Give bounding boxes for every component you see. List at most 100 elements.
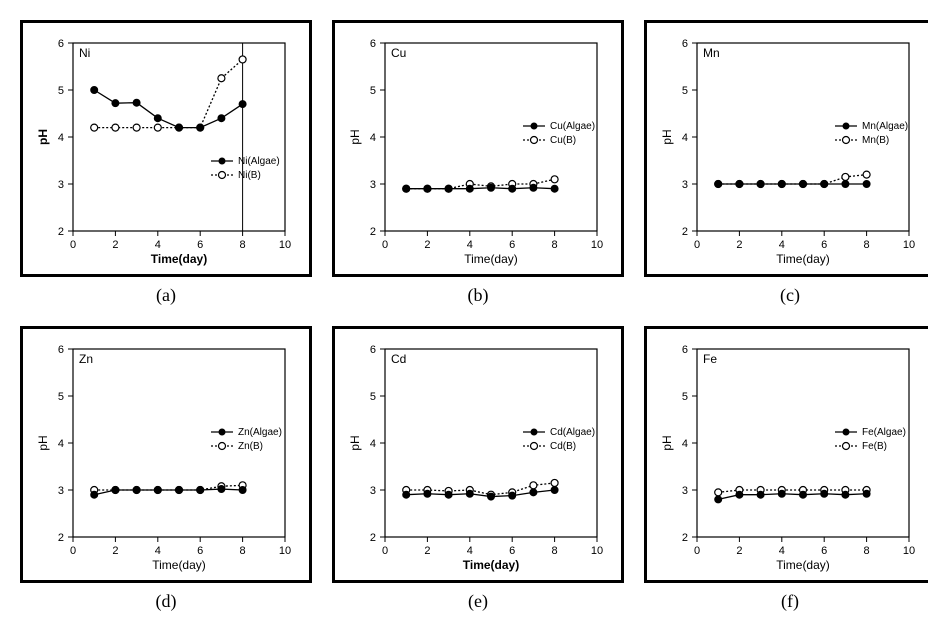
svg-text:6: 6: [682, 38, 688, 50]
svg-text:3: 3: [370, 179, 376, 191]
chart-frame: 024681023456Time(day)pHZnZn(Algae)Zn(B): [20, 326, 312, 583]
svg-text:4: 4: [467, 239, 473, 251]
svg-text:5: 5: [58, 85, 64, 97]
series-algae-marker: [509, 185, 516, 192]
series-algae-marker: [715, 496, 722, 503]
series-algae-marker: [112, 100, 119, 107]
svg-text:4: 4: [682, 132, 688, 144]
series-algae-marker: [488, 493, 495, 500]
y-axis-label: pH: [36, 129, 50, 145]
series-algae-marker: [509, 492, 516, 499]
x-axis-label: Time(day): [463, 558, 519, 572]
svg-text:4: 4: [58, 438, 64, 450]
series-algae-marker: [757, 181, 764, 188]
svg-text:10: 10: [591, 545, 603, 557]
series-b-marker: [715, 489, 722, 496]
chart-ni: 024681023456Time(day)pHNiNi(Algae)Ni(B): [31, 31, 301, 266]
chart-caption: (f): [781, 591, 799, 612]
series-algae-marker: [736, 181, 743, 188]
svg-text:6: 6: [58, 38, 64, 50]
svg-text:2: 2: [112, 239, 118, 251]
y-axis-label: pH: [348, 435, 362, 450]
series-algae-marker: [778, 181, 785, 188]
chart-cu: 024681023456Time(day)pHCuCu(Algae)Cu(B): [343, 31, 613, 266]
series-b-marker: [133, 124, 140, 131]
svg-text:0: 0: [694, 239, 700, 251]
svg-text:8: 8: [240, 545, 246, 557]
chart-caption: (a): [156, 285, 176, 306]
series-algae-marker: [176, 124, 183, 131]
series-algae-marker: [176, 487, 183, 494]
chart-caption: (e): [468, 591, 488, 612]
series-algae-marker: [133, 99, 140, 106]
svg-text:8: 8: [864, 239, 870, 251]
svg-text:8: 8: [552, 239, 558, 251]
x-axis-label: Time(day): [464, 252, 518, 266]
series-algae-marker: [445, 491, 452, 498]
series-algae-marker: [445, 185, 452, 192]
svg-text:2: 2: [370, 226, 376, 238]
svg-text:0: 0: [70, 545, 76, 557]
legend-algae: Fe(Algae): [862, 427, 906, 438]
series-algae-marker: [821, 490, 828, 497]
chart-cell-mn: 024681023456Time(day)pHMnMn(Algae)Mn(B)(…: [644, 20, 928, 306]
svg-text:5: 5: [682, 85, 688, 97]
series-algae-marker: [218, 115, 225, 122]
y-axis-label: pH: [36, 435, 50, 450]
legend-algae: Ni(Algae): [238, 156, 280, 167]
chart-frame: 024681023456Time(day)pHMnMn(Algae)Mn(B): [644, 20, 928, 277]
series-b-marker: [91, 124, 98, 131]
svg-text:10: 10: [591, 239, 603, 251]
chart-cell-cd: 024681023456Time(day)pHCdCd(Algae)Cd(B)(…: [332, 326, 624, 612]
svg-text:0: 0: [694, 545, 700, 557]
svg-text:10: 10: [903, 545, 915, 557]
svg-text:0: 0: [382, 239, 388, 251]
series-b-marker: [551, 479, 558, 486]
svg-text:4: 4: [155, 239, 161, 251]
svg-text:6: 6: [197, 239, 203, 251]
svg-text:6: 6: [821, 239, 827, 251]
svg-text:2: 2: [682, 532, 688, 544]
series-algae-marker: [757, 491, 764, 498]
svg-text:0: 0: [70, 239, 76, 251]
svg-text:6: 6: [58, 344, 64, 356]
chart-frame: 024681023456Time(day)pHFeFe(Algae)Fe(B): [644, 326, 928, 583]
y-axis-label: pH: [660, 435, 674, 450]
chart-caption: (c): [780, 285, 800, 306]
chart-fe: 024681023456Time(day)pHFeFe(Algae)Fe(B): [655, 337, 925, 572]
series-algae-marker: [800, 491, 807, 498]
svg-text:3: 3: [58, 179, 64, 191]
series-algae-marker: [197, 124, 204, 131]
legend-algae: Cd(Algae): [550, 427, 595, 438]
chart-zn: 024681023456Time(day)pHZnZn(Algae)Zn(B): [31, 337, 301, 572]
svg-text:6: 6: [370, 38, 376, 50]
svg-text:0: 0: [382, 545, 388, 557]
svg-text:5: 5: [370, 85, 376, 97]
series-algae-marker: [133, 487, 140, 494]
chart-caption: (b): [468, 285, 489, 306]
chart-cell-ni: 024681023456Time(day)pHNiNi(Algae)Ni(B)(…: [20, 20, 312, 306]
series-algae-marker: [91, 491, 98, 498]
svg-text:2: 2: [58, 226, 64, 238]
svg-text:10: 10: [279, 239, 291, 251]
element-label: Zn: [79, 352, 93, 366]
chart-frame: 024681023456Time(day)pHCdCd(Algae)Cd(B): [332, 326, 624, 583]
series-b-marker: [842, 173, 849, 180]
y-axis-label: pH: [348, 129, 362, 144]
svg-text:8: 8: [240, 239, 246, 251]
x-axis-label: Time(day): [151, 252, 207, 266]
svg-text:10: 10: [279, 545, 291, 557]
svg-text:2: 2: [736, 545, 742, 557]
chart-cell-cu: 024681023456Time(day)pHCuCu(Algae)Cu(B)(…: [332, 20, 624, 306]
series-algae-marker: [530, 184, 537, 191]
series-algae-marker: [239, 487, 246, 494]
x-axis-label: Time(day): [152, 558, 206, 572]
legend-b: Mn(B): [862, 135, 889, 146]
series-algae-marker: [91, 87, 98, 94]
chart-frame: 024681023456Time(day)pHNiNi(Algae)Ni(B): [20, 20, 312, 277]
series-algae-marker: [239, 101, 246, 108]
series-algae-marker: [551, 185, 558, 192]
chart-caption: (d): [156, 591, 177, 612]
svg-text:4: 4: [370, 132, 376, 144]
element-label: Ni: [79, 46, 90, 60]
